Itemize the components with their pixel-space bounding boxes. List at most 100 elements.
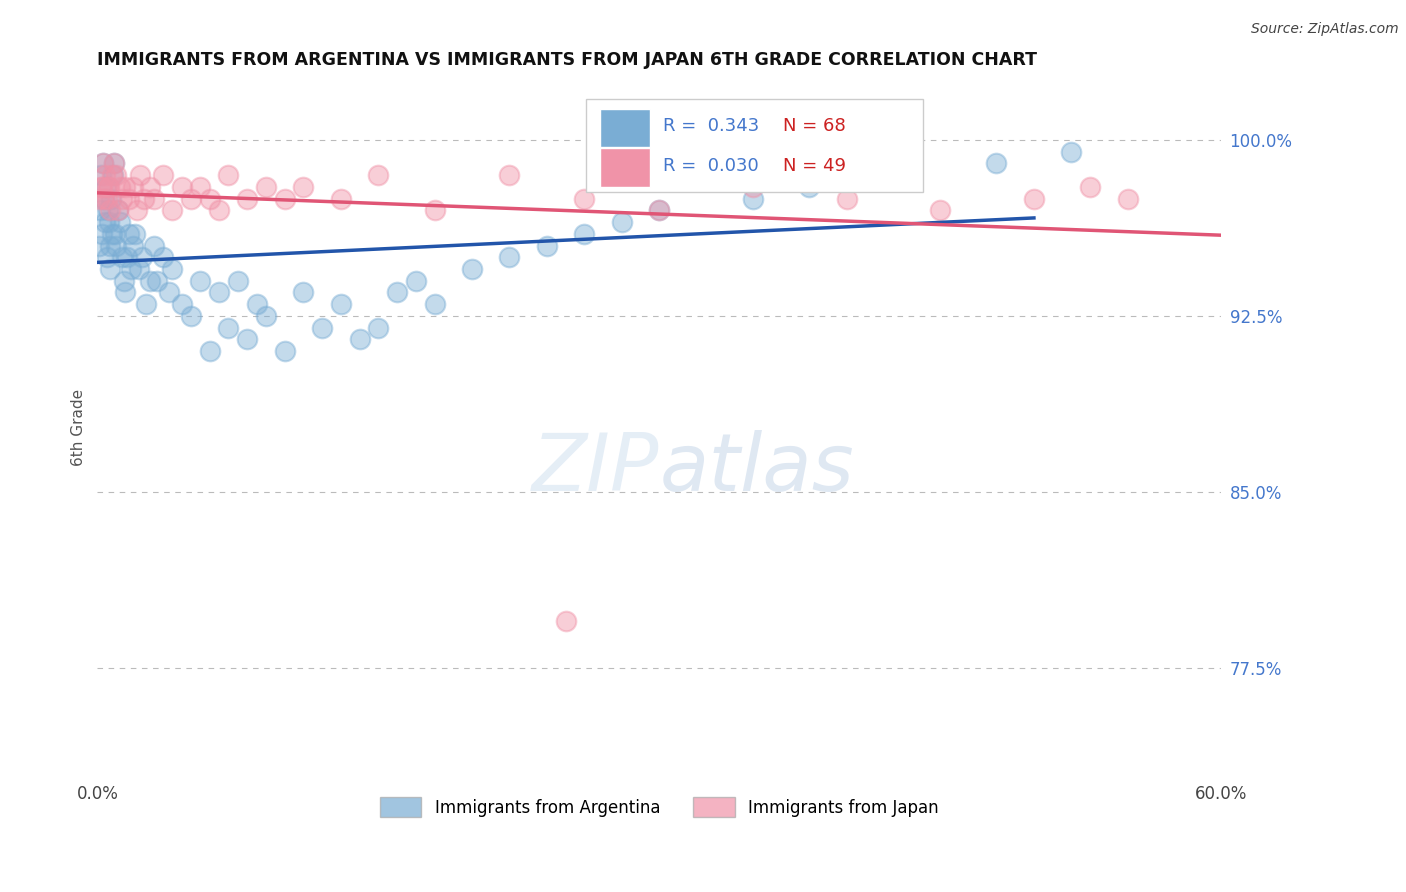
Point bbox=[742, 192, 765, 206]
Point bbox=[385, 285, 408, 300]
Point bbox=[349, 333, 371, 347]
Point bbox=[311, 320, 333, 334]
Point bbox=[329, 297, 352, 311]
Point bbox=[217, 168, 239, 182]
Point bbox=[152, 168, 174, 182]
Point bbox=[217, 320, 239, 334]
Point bbox=[134, 192, 156, 206]
Point bbox=[170, 180, 193, 194]
Point bbox=[118, 227, 141, 241]
Point bbox=[139, 274, 162, 288]
Point bbox=[91, 156, 114, 170]
Point bbox=[498, 250, 520, 264]
Point bbox=[162, 262, 184, 277]
Point bbox=[254, 309, 277, 323]
Legend: Immigrants from Argentina, Immigrants from Japan: Immigrants from Argentina, Immigrants fr… bbox=[373, 790, 946, 824]
Point bbox=[94, 180, 117, 194]
Point bbox=[120, 262, 142, 277]
Point bbox=[128, 262, 150, 277]
Point bbox=[139, 180, 162, 194]
Point bbox=[107, 203, 129, 218]
Point bbox=[180, 309, 202, 323]
Point bbox=[157, 285, 180, 300]
Point bbox=[226, 274, 249, 288]
Point bbox=[574, 192, 596, 206]
Point bbox=[648, 203, 671, 218]
Point bbox=[1022, 192, 1045, 206]
Text: R =  0.343: R = 0.343 bbox=[662, 118, 759, 136]
Point bbox=[873, 168, 896, 182]
Point bbox=[114, 285, 136, 300]
Point bbox=[91, 156, 114, 170]
Text: R =  0.030: R = 0.030 bbox=[662, 158, 758, 176]
Point bbox=[162, 203, 184, 218]
Point bbox=[536, 238, 558, 252]
Text: IMMIGRANTS FROM ARGENTINA VS IMMIGRANTS FROM JAPAN 6TH GRADE CORRELATION CHART: IMMIGRANTS FROM ARGENTINA VS IMMIGRANTS … bbox=[97, 51, 1038, 69]
Point bbox=[190, 274, 212, 288]
Point bbox=[273, 344, 295, 359]
Point bbox=[742, 180, 765, 194]
Point bbox=[170, 297, 193, 311]
Point bbox=[97, 180, 120, 194]
Point bbox=[1078, 180, 1101, 194]
Point bbox=[986, 156, 1008, 170]
Point bbox=[152, 250, 174, 264]
Point bbox=[107, 203, 129, 218]
Point bbox=[405, 274, 427, 288]
Point bbox=[554, 614, 576, 628]
Point bbox=[111, 250, 134, 264]
Point bbox=[180, 192, 202, 206]
Text: N = 68: N = 68 bbox=[783, 118, 845, 136]
Point bbox=[142, 192, 165, 206]
Point bbox=[198, 192, 221, 206]
Point bbox=[1060, 145, 1083, 159]
FancyBboxPatch shape bbox=[586, 99, 924, 192]
Point bbox=[90, 180, 112, 194]
Point bbox=[101, 227, 124, 241]
Point bbox=[89, 192, 111, 206]
Point bbox=[90, 168, 112, 182]
Point bbox=[835, 192, 858, 206]
FancyBboxPatch shape bbox=[600, 148, 651, 186]
Point bbox=[125, 203, 148, 218]
Point bbox=[236, 192, 259, 206]
Point bbox=[122, 238, 145, 252]
Point bbox=[198, 344, 221, 359]
Point bbox=[97, 215, 120, 229]
Text: atlas: atlas bbox=[659, 430, 853, 508]
Point bbox=[100, 192, 122, 206]
Point bbox=[329, 192, 352, 206]
Point bbox=[236, 333, 259, 347]
Point bbox=[94, 215, 117, 229]
Point bbox=[273, 192, 295, 206]
Point bbox=[111, 192, 134, 206]
Point bbox=[610, 215, 633, 229]
Point bbox=[105, 238, 128, 252]
Point bbox=[122, 180, 145, 194]
Point bbox=[103, 156, 125, 170]
FancyBboxPatch shape bbox=[600, 109, 651, 147]
Text: ZIP: ZIP bbox=[531, 430, 659, 508]
Y-axis label: 6th Grade: 6th Grade bbox=[72, 389, 86, 466]
Point bbox=[367, 168, 389, 182]
Point bbox=[104, 227, 127, 241]
Point bbox=[96, 192, 118, 206]
Point bbox=[574, 227, 596, 241]
Point bbox=[117, 250, 139, 264]
Point bbox=[146, 274, 169, 288]
Point bbox=[929, 203, 952, 218]
Point bbox=[108, 215, 131, 229]
Point bbox=[94, 168, 117, 182]
Point bbox=[142, 238, 165, 252]
Point bbox=[118, 192, 141, 206]
Point bbox=[797, 180, 820, 194]
Point bbox=[91, 227, 114, 241]
Point bbox=[292, 285, 315, 300]
Text: Source: ZipAtlas.com: Source: ZipAtlas.com bbox=[1251, 22, 1399, 37]
Text: N = 49: N = 49 bbox=[783, 158, 846, 176]
Point bbox=[93, 192, 115, 206]
Point bbox=[245, 297, 267, 311]
Point bbox=[101, 168, 124, 182]
Point bbox=[367, 320, 389, 334]
Point bbox=[103, 168, 125, 182]
